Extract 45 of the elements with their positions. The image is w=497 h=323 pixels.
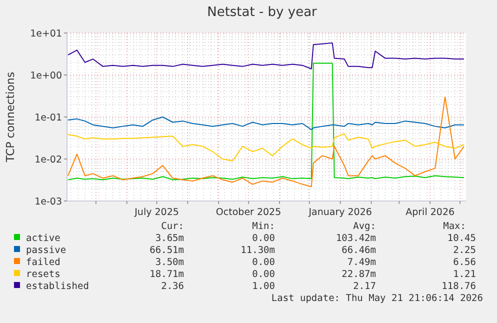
text: 66.51m (150, 245, 184, 256)
legend-label: active (26, 233, 61, 244)
line-series (68, 42, 465, 70)
y-axis-title: TCP connections (4, 72, 17, 164)
text: 2.25 (453, 245, 476, 256)
text: 18.71m (150, 269, 184, 280)
text: Cur: (161, 221, 184, 232)
legend-label: passive (26, 245, 66, 256)
text: 22.87m (342, 269, 376, 280)
text: 118.76 (442, 281, 476, 292)
text: 11.30m (240, 245, 276, 256)
text: Min: (252, 221, 275, 232)
text: 3.50m (155, 257, 184, 268)
y-tick-label: 1e-03 (34, 196, 62, 208)
legend-label: failed (26, 257, 60, 268)
y-tick-label: 1e-01 (34, 112, 62, 124)
y-tick-label: 1e+00 (30, 70, 62, 82)
text: 103.42m (336, 233, 376, 244)
text: 66.46m (342, 245, 376, 256)
text: 10.45 (447, 233, 476, 244)
line-series (68, 62, 465, 180)
text: 1.21 (453, 269, 476, 280)
text: 1.00 (252, 281, 276, 292)
legend-label: resets (26, 269, 60, 280)
x-tick-label: April 2026 (406, 207, 455, 218)
x-tick-label: July 2025 (134, 207, 179, 218)
text: 2.36 (161, 281, 184, 292)
text: 7.49m (347, 257, 376, 268)
text: 2.17 (353, 281, 376, 292)
line-series (68, 116, 465, 130)
text: 6.56 (453, 257, 476, 268)
x-tick-label: January 2026 (308, 207, 372, 218)
text: 3.65m (155, 233, 184, 244)
text: Max: (443, 221, 466, 232)
text: 0.00 (252, 233, 276, 244)
x-tick-label: October 2025 (216, 207, 282, 218)
y-tick-label: 1e-02 (34, 154, 62, 166)
text: 0.00 (252, 257, 276, 268)
legend-label: established (26, 281, 89, 292)
chart-title: Netstat - by year (207, 5, 318, 20)
line-series (68, 96, 465, 188)
text: 0.00 (252, 269, 276, 280)
y-tick-label: 1e+01 (30, 28, 62, 40)
text: Last update: Thu May 21 21:06:14 2026 (271, 293, 484, 304)
text: Avg: (353, 221, 376, 232)
